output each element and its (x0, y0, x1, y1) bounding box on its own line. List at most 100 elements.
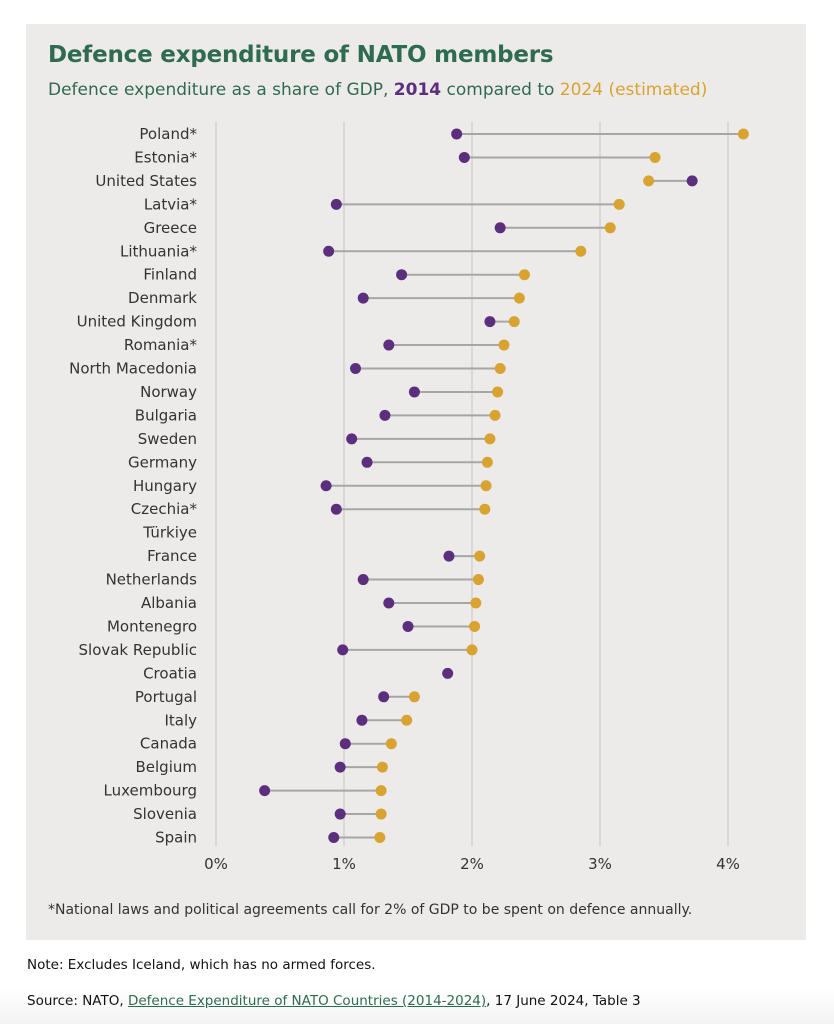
category-label: Spain (155, 829, 197, 847)
point-2014 (451, 128, 463, 140)
subtitle-year-2014: 2014 (393, 80, 442, 100)
point-2014 (330, 198, 342, 210)
footnote: *National laws and political agreements … (48, 902, 693, 918)
category-label: Estonia* (134, 148, 197, 166)
point-2024 (643, 175, 655, 187)
point-2014 (357, 574, 369, 586)
source-suffix: , 17 June 2024, Table 3 (486, 993, 641, 1009)
point-2014 (379, 409, 391, 421)
point-2024 (466, 644, 478, 656)
category-label: Belgium (136, 758, 198, 776)
category-label: Hungary (133, 477, 197, 495)
point-2024 (494, 363, 506, 374)
point-2024 (649, 151, 661, 163)
point-2024 (489, 409, 501, 421)
point-2024 (480, 480, 492, 492)
point-2024 (401, 714, 413, 726)
point-2014 (443, 550, 455, 562)
point-2024 (408, 691, 420, 703)
point-2024 (472, 574, 484, 586)
category-label: Denmark (128, 289, 197, 307)
point-2014 (383, 597, 395, 609)
point-2014 (330, 503, 342, 515)
point-2024 (575, 245, 587, 257)
point-2014 (337, 644, 349, 656)
point-2024 (492, 386, 504, 398)
point-2024 (518, 269, 530, 281)
category-label: Albania (141, 594, 197, 612)
point-2024 (513, 292, 525, 304)
category-label: Greece (144, 219, 197, 237)
point-2024 (376, 761, 388, 773)
x-tick-label: 1% (332, 855, 356, 873)
point-2024 (604, 222, 616, 234)
point-2014 (442, 667, 454, 679)
category-label: Sweden (138, 430, 197, 448)
category-label: Portugal (135, 688, 197, 706)
category-label: Poland* (139, 125, 197, 143)
point-2024 (374, 832, 386, 843)
category-label: Italy (164, 711, 197, 729)
category-label: United States (95, 172, 197, 190)
point-2014 (346, 433, 358, 445)
category-label: United Kingdom (77, 313, 197, 331)
category-label: Finland (143, 266, 197, 284)
category-label: France (147, 547, 197, 565)
point-2024 (469, 620, 481, 632)
category-label: Montenegro (107, 617, 197, 635)
subtitle-prefix: Defence expenditure as a share of GDP, (48, 80, 394, 100)
x-tick-label: 0% (204, 855, 228, 873)
point-2014 (356, 714, 368, 726)
source-prefix: Source: NATO, (27, 993, 128, 1009)
category-label: Luxembourg (104, 782, 198, 800)
dumbbell-chart: 0% 1% 2% 3% 4% Poland* Estonia* United States La… (69, 122, 749, 873)
point-2014 (334, 808, 346, 820)
category-label: Czechia* (131, 500, 198, 518)
point-2024 (479, 503, 491, 515)
point-2014 (339, 738, 351, 750)
x-tick-label: 2% (460, 855, 484, 873)
point-2014 (402, 620, 414, 632)
point-2024 (737, 128, 749, 140)
point-2014 (378, 691, 390, 703)
point-2014 (686, 175, 698, 187)
point-2024 (508, 316, 520, 328)
point-2024 (375, 808, 387, 820)
note: Note: Excludes Iceland, which has no arm… (27, 957, 376, 973)
point-2014 (328, 832, 340, 843)
category-label: Norway (140, 383, 197, 401)
point-2014 (383, 339, 395, 351)
point-2014 (323, 245, 335, 257)
point-2024 (484, 433, 496, 445)
point-2014 (484, 316, 496, 328)
chart-title: Defence expenditure of NATO members (48, 42, 554, 68)
point-2014 (334, 761, 346, 773)
subtitle-year-2024: 2024 (estimated) (559, 80, 708, 100)
point-2014 (408, 386, 420, 398)
category-label: Lithuania* (120, 242, 197, 260)
point-2014 (357, 292, 369, 304)
category-label: Croatia (143, 664, 197, 682)
point-2024 (481, 456, 493, 468)
point-2014 (320, 480, 332, 492)
point-2024 (474, 550, 486, 562)
subtitle-middle: compared to (441, 80, 560, 100)
category-label: North Macedonia (69, 360, 197, 378)
point-2024 (613, 198, 625, 210)
point-2014 (259, 785, 271, 797)
point-2014 (361, 456, 373, 468)
point-2014 (396, 269, 408, 281)
source-link[interactable]: Defence Expenditure of NATO Countries (2… (127, 993, 487, 1009)
category-label: Romania* (124, 336, 198, 354)
category-label: Canada (140, 735, 197, 753)
point-2024 (375, 785, 387, 797)
source-line: Source: NATO, Defence Expenditure of NAT… (27, 993, 641, 1009)
category-label: Slovenia (133, 805, 197, 823)
point-2014 (458, 151, 470, 163)
x-tick-label: 3% (588, 855, 612, 873)
chart-panel: Defence expenditure of NATO members Defe… (26, 24, 806, 940)
category-label: Germany (128, 453, 197, 471)
category-label: Latvia* (144, 195, 198, 213)
point-2024 (498, 339, 510, 351)
x-tick-label: 4% (716, 855, 740, 873)
